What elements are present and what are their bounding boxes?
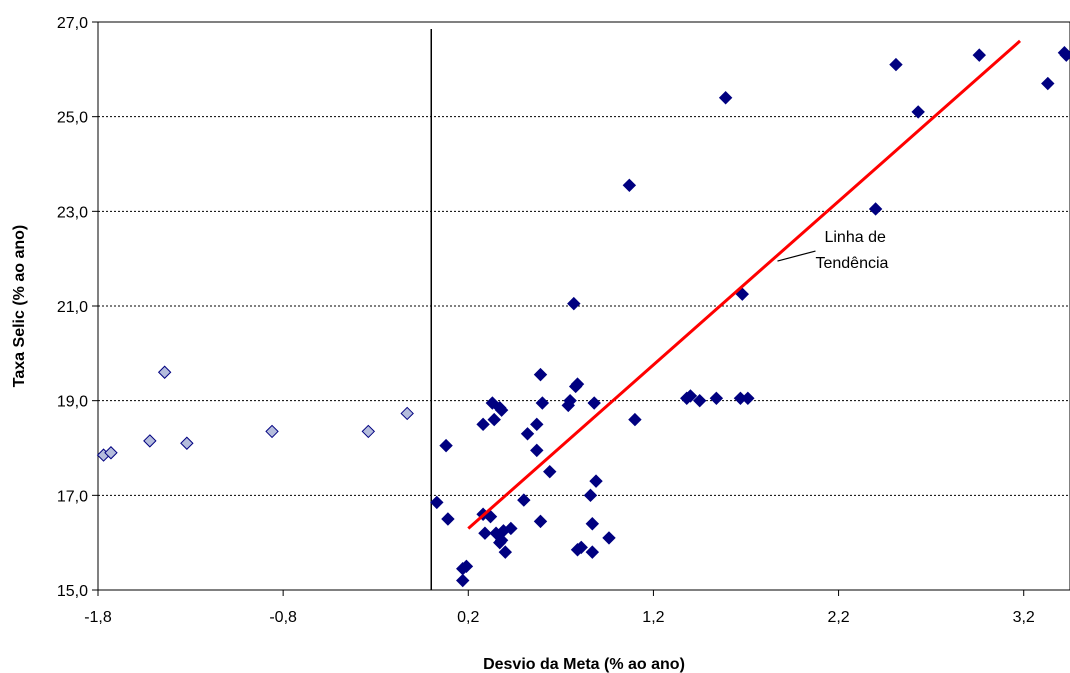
- data-point-s1-41: [622, 178, 637, 193]
- annotation-leader-line: [777, 250, 816, 262]
- data-point-s1-4: [459, 559, 474, 574]
- data-point-s1-2: [441, 512, 455, 526]
- data-point-s1-27: [543, 464, 557, 479]
- data-point-s1-54: [972, 48, 986, 62]
- data-point-s0-7: [400, 406, 414, 421]
- data-point-s1-37: [585, 545, 600, 559]
- y-tick-label-4: 23,0: [57, 204, 88, 221]
- data-point-s1-46: [709, 391, 724, 406]
- data-point-s1-22: [530, 417, 544, 432]
- data-point-s1-23: [530, 443, 544, 458]
- data-point-s1-0: [430, 495, 444, 510]
- x-axis-title: Desvio da Meta (% ao ano): [483, 656, 685, 673]
- data-point-s1-47: [718, 91, 733, 105]
- axis-ticks: 15,0 17,0 19,0 21,0 23,0 25,0 27,0 -1,8 -0,8 0,2 1…: [57, 15, 1035, 626]
- data-point-s1-42: [628, 412, 642, 427]
- data-point-s1-20: [517, 493, 531, 507]
- x-tick-label-4: 2,2: [827, 609, 849, 626]
- data-point-s1-51: [868, 202, 883, 216]
- x-tick-label-5: 3,2: [1013, 609, 1035, 626]
- data-point-s0-5: [265, 424, 279, 439]
- data-point-s1-39: [589, 474, 603, 488]
- data-point-s1-29: [563, 393, 577, 408]
- data-point-s1-34: [574, 540, 588, 555]
- data-point-s1-26: [535, 396, 550, 410]
- data-point-s1-16: [494, 533, 509, 548]
- data-point-s1-32: [570, 377, 585, 391]
- data-point-s1-24: [533, 514, 548, 529]
- data-point-s1-35: [583, 488, 598, 503]
- y-axis-title: Taxa Selic (% ao ano): [11, 225, 28, 387]
- trend-line: [467, 39, 1022, 530]
- data-point-s0-6: [361, 424, 376, 439]
- data-point-s1-1: [439, 438, 453, 453]
- data-point-s1-36: [585, 517, 600, 531]
- x-tick-label-1: -0,8: [269, 609, 297, 626]
- annotation-line-2: Tendência: [815, 255, 888, 272]
- data-points: [96, 46, 1070, 588]
- data-point-s1-25: [533, 367, 548, 382]
- data-point-s1-21: [520, 427, 535, 441]
- data-point-s1-15: [494, 403, 509, 417]
- gridlines: [98, 21, 1070, 591]
- x-tick-label-2: 0,2: [457, 609, 479, 626]
- data-point-s1-6: [476, 417, 490, 432]
- data-point-s0-3: [157, 365, 172, 379]
- data-point-s1-55: [1041, 76, 1055, 91]
- data-point-s1-5: [456, 573, 470, 588]
- data-point-s1-49: [735, 287, 750, 301]
- y-tick-label-6: 27,0: [57, 15, 88, 32]
- y-tick-label-0: 15,0: [57, 583, 88, 600]
- data-point-s1-40: [602, 531, 616, 545]
- data-point-s0-1: [104, 446, 118, 460]
- data-point-s1-11: [487, 412, 501, 427]
- data-point-s1-52: [889, 57, 903, 72]
- y-tick-label-1: 17,0: [57, 488, 88, 505]
- data-point-s1-44: [683, 389, 698, 403]
- data-point-s1-53: [911, 105, 925, 119]
- y-tick-label-2: 19,0: [57, 394, 88, 411]
- data-point-s1-8: [478, 526, 492, 540]
- data-point-s1-50: [741, 391, 755, 406]
- data-point-s1-18: [498, 545, 513, 559]
- data-point-s1-38: [587, 396, 601, 410]
- data-point-s1-19: [504, 521, 518, 536]
- data-point-s1-30: [567, 296, 581, 311]
- y-tick-label-3: 21,0: [57, 299, 88, 316]
- annotation-line-1: Linha de: [824, 229, 885, 246]
- data-point-s1-45: [693, 393, 707, 408]
- x-tick-label-0: -1,8: [84, 609, 112, 626]
- data-point-s1-57: [1059, 48, 1070, 62]
- data-point-s1-9: [483, 509, 498, 524]
- data-point-s0-2: [143, 434, 157, 448]
- data-point-s0-4: [180, 436, 194, 450]
- x-tick-label-3: 1,2: [642, 609, 664, 626]
- y-tick-label-5: 25,0: [57, 110, 88, 127]
